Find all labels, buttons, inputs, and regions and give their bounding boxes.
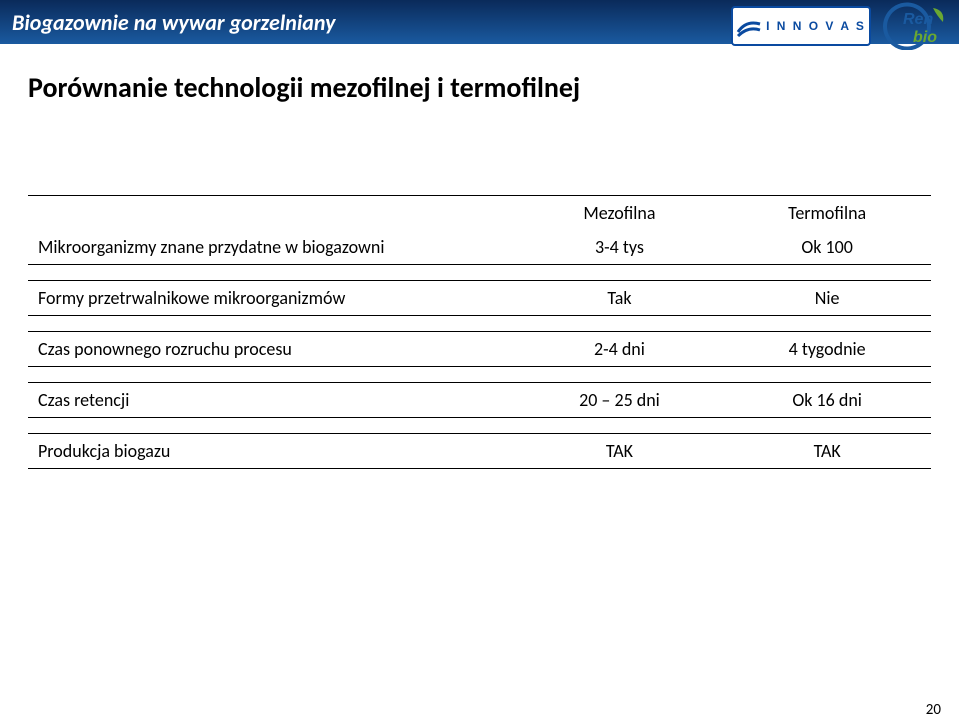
- table-row: Czas ponownego rozruchu procesu 2-4 dni …: [28, 332, 931, 367]
- row-label: Czas retencji: [28, 383, 516, 418]
- renbio-icon: Ren bio: [879, 2, 953, 50]
- row-label: Produkcja biogazu: [28, 434, 516, 469]
- table-row: Formy przetrwalnikowe mikroorganizmów Ta…: [28, 281, 931, 316]
- row-mezo: 2-4 dni: [516, 332, 724, 367]
- gap-row: [28, 265, 931, 281]
- row-mezo: 20 – 25 dni: [516, 383, 724, 418]
- header-bar: Biogazownie na wywar gorzelniany I N N O…: [0, 0, 959, 44]
- page-number: 20: [926, 701, 941, 719]
- col-header-termo: Termofilna: [723, 196, 931, 231]
- innovas-text: I N N O V A S: [766, 19, 866, 33]
- row-termo: Ok 16 dni: [723, 383, 931, 418]
- table-row: Produkcja biogazu TAK TAK: [28, 434, 931, 469]
- logo-renbio: Ren bio: [879, 2, 953, 50]
- comparison-table-wrap: Mezofilna Termofilna Mikroorganizmy znan…: [28, 195, 931, 469]
- innovas-inner: I N N O V A S: [736, 14, 866, 38]
- header-title: Biogazownie na wywar gorzelniany: [12, 9, 335, 36]
- row-mezo: 3-4 tys: [516, 230, 724, 265]
- row-mezo: TAK: [516, 434, 724, 469]
- comparison-table: Mezofilna Termofilna Mikroorganizmy znan…: [28, 195, 931, 469]
- table-header-row: Mezofilna Termofilna: [28, 196, 931, 231]
- logo-innovas: I N N O V A S: [731, 6, 871, 46]
- row-termo: Ok 100: [723, 230, 931, 265]
- innovas-swoosh-icon: [736, 14, 762, 38]
- row-termo: Nie: [723, 281, 931, 316]
- row-label: Czas ponownego rozruchu procesu: [28, 332, 516, 367]
- col-header-empty: [28, 196, 516, 231]
- row-label: Formy przetrwalnikowe mikroorganizmów: [28, 281, 516, 316]
- renbio-text-top: Ren: [903, 11, 933, 28]
- col-header-mezo: Mezofilna: [516, 196, 724, 231]
- row-termo: 4 tygodnie: [723, 332, 931, 367]
- gap-row: [28, 316, 931, 332]
- row-termo: TAK: [723, 434, 931, 469]
- gap-row: [28, 418, 931, 434]
- page-title: Porównanie technologii mezofilnej i term…: [28, 70, 959, 105]
- table-row: Czas retencji 20 – 25 dni Ok 16 dni: [28, 383, 931, 418]
- gap-row: [28, 367, 931, 383]
- row-label: Mikroorganizmy znane przydatne w biogazo…: [28, 230, 516, 265]
- row-mezo: Tak: [516, 281, 724, 316]
- renbio-text-bottom: bio: [913, 29, 937, 46]
- table-row: Mikroorganizmy znane przydatne w biogazo…: [28, 230, 931, 265]
